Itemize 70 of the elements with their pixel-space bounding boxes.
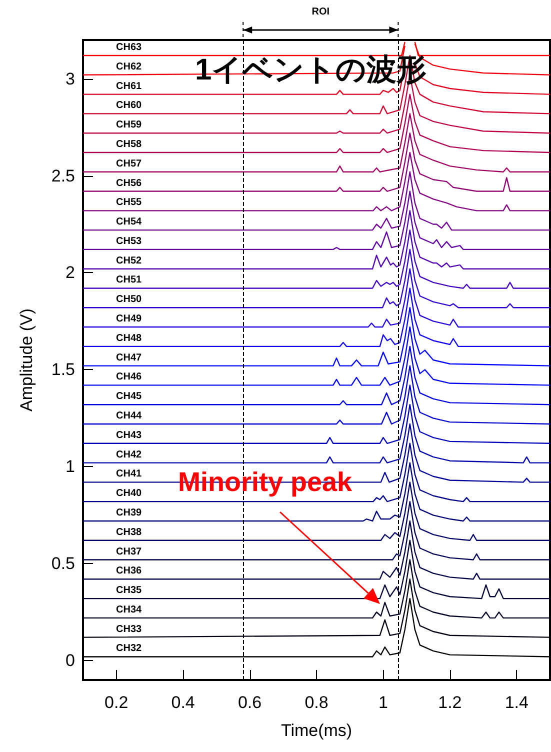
series-label: CH41 <box>116 468 142 480</box>
series-label: CH46 <box>116 372 142 383</box>
series-label: CH56 <box>116 178 142 189</box>
line-series <box>82 152 551 212</box>
series-label: CH63 <box>116 42 142 54</box>
series-label: CH62 <box>116 61 142 72</box>
series-label: CH33 <box>116 624 142 635</box>
series-label: CH61 <box>116 80 142 92</box>
y-axis-title: Amplitude (V) <box>17 308 36 412</box>
line-series <box>82 559 551 619</box>
y-tick-label: 0 <box>66 651 75 670</box>
y-tick-label: 2 <box>66 263 75 282</box>
series-label: CH47 <box>116 352 142 364</box>
series-label: CH45 <box>116 391 142 402</box>
line-series <box>82 288 551 348</box>
series-label: CH39 <box>116 507 142 518</box>
series-label: CH52 <box>116 255 142 266</box>
line-series <box>82 365 551 425</box>
series-label: CH60 <box>116 100 142 112</box>
x-tick-label: 0.6 <box>238 693 262 712</box>
line-series <box>82 307 551 366</box>
y-tick-label: 0.5 <box>51 554 75 574</box>
text: ROI <box>312 6 330 18</box>
series-label: CH32 <box>116 643 142 654</box>
line-series <box>82 404 551 464</box>
line-series <box>82 132 551 192</box>
series-label: CH48 <box>116 332 142 344</box>
x-tick-label: 1.4 <box>504 693 528 712</box>
series-label: CH54 <box>116 216 142 228</box>
x-axis-title: Time(ms) <box>280 721 352 740</box>
series-label: CH55 <box>116 197 142 208</box>
series-label: CH50 <box>116 294 142 306</box>
series-label: CH59 <box>116 120 142 131</box>
series-label: CH49 <box>116 314 142 325</box>
series-label: CH42 <box>116 449 142 460</box>
line-series <box>82 268 551 328</box>
series-label: CH37 <box>116 546 142 558</box>
series-label: CH51 <box>116 274 142 286</box>
x-tick-label: 0.4 <box>171 693 195 712</box>
line-series <box>82 113 551 172</box>
x-tick-label: 1 <box>378 693 388 712</box>
line-series <box>82 346 551 406</box>
x-tick-label: 1.2 <box>438 693 462 712</box>
series-label: CH36 <box>116 566 142 577</box>
line-series <box>82 94 551 154</box>
line-series <box>82 500 551 560</box>
x-tick-label: 0.8 <box>304 693 328 712</box>
series-label: CH38 <box>116 526 142 538</box>
series-label: CH58 <box>116 138 142 150</box>
series-label: CH34 <box>116 604 142 616</box>
series-label: CH43 <box>116 430 142 441</box>
line-series <box>82 326 551 386</box>
y-tick-label: 1 <box>66 457 75 476</box>
y-tick-label: 3 <box>66 69 75 88</box>
y-tick-label: 2.5 <box>51 166 75 186</box>
x-tick-label: 0.2 <box>104 693 128 712</box>
line-series <box>82 210 551 270</box>
series-label: CH44 <box>116 410 142 422</box>
line-series <box>82 578 551 638</box>
series-label: CH35 <box>116 585 142 596</box>
line-series <box>82 190 551 250</box>
series-label: CH40 <box>116 488 142 500</box>
series-label: CH57 <box>116 158 142 170</box>
line-series <box>82 520 551 580</box>
line-series <box>82 171 551 231</box>
line-series <box>82 229 551 289</box>
y-tick-label: 1.5 <box>51 360 75 380</box>
line-series <box>82 248 551 308</box>
series-label: CH53 <box>116 236 142 247</box>
line-series <box>82 384 551 444</box>
